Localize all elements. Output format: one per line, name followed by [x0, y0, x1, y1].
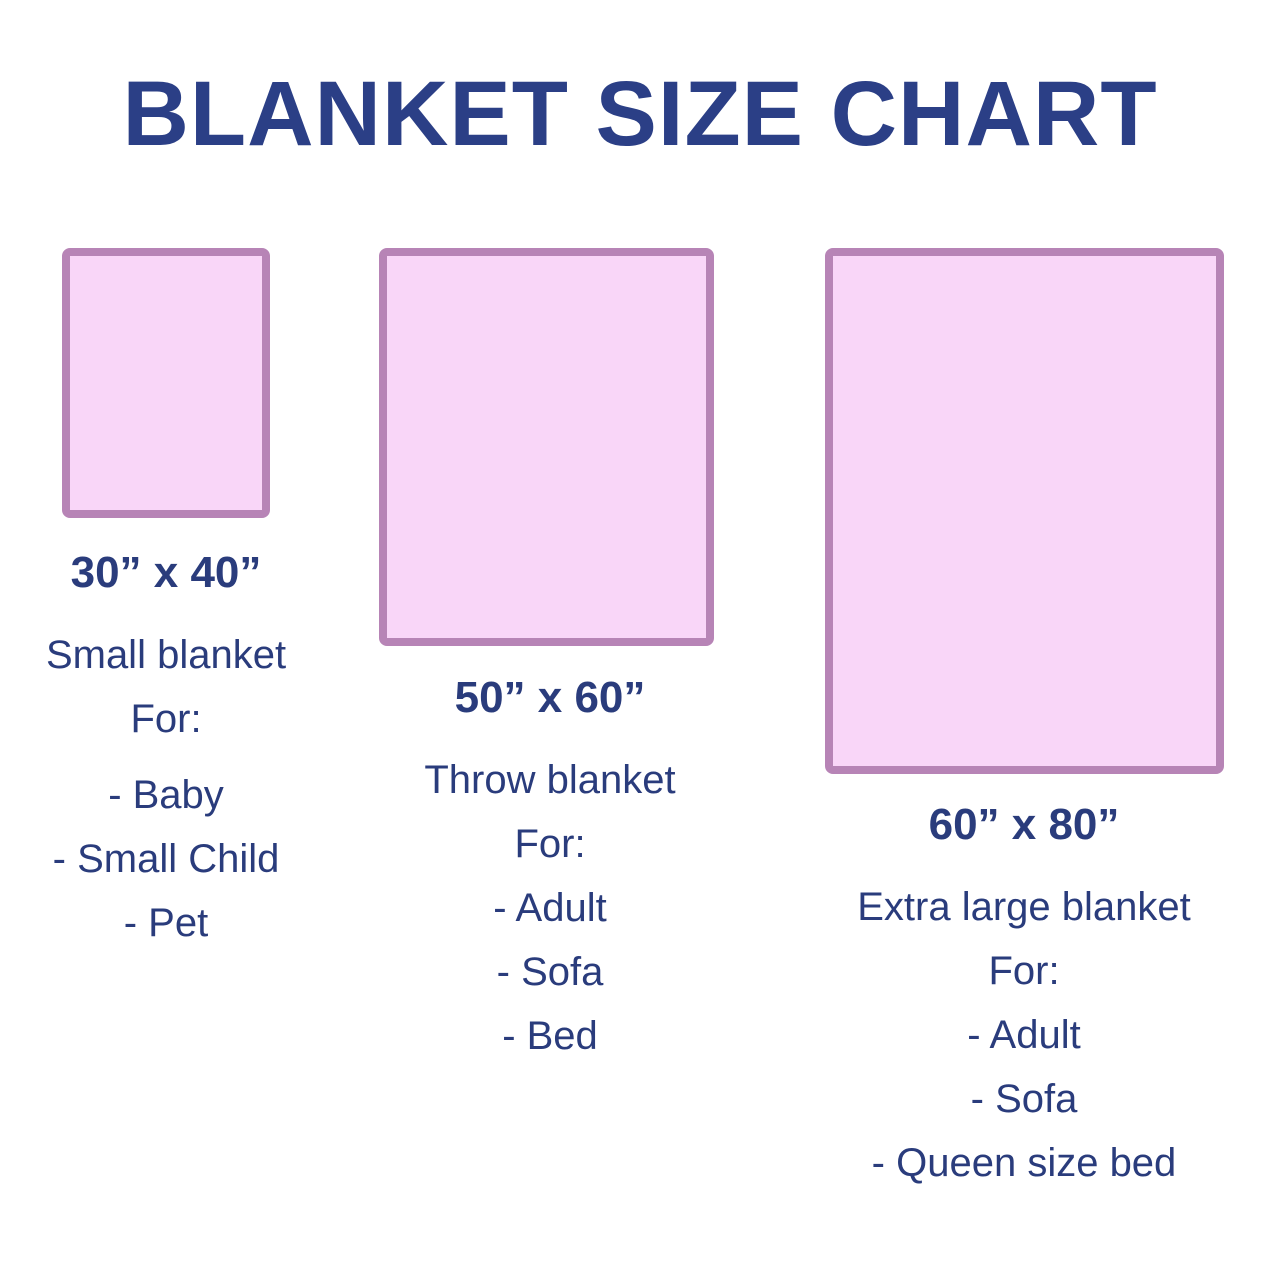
blanket-name: Extra large blanket — [857, 885, 1191, 929]
for-label: For: — [130, 697, 202, 741]
throw-blanket-info: 50” x 60” Throw blanket For: - Adult - S… — [340, 668, 760, 1068]
use-item: - Sofa — [970, 1077, 1078, 1121]
use-item: - Sofa — [496, 950, 604, 994]
small-blanket-shape — [62, 248, 270, 518]
extra-large-blanket-info: 60” x 80” Extra large blanket For: - Adu… — [814, 795, 1234, 1195]
throw-blanket-shape — [379, 248, 714, 646]
size-label: 50” x 60” — [454, 673, 646, 722]
use-item: - Baby — [108, 773, 224, 817]
small-blanket-info: 30” x 40” Small blanket For: - Baby - Sm… — [0, 543, 376, 955]
extra-large-blanket-shape — [825, 248, 1224, 774]
size-label: 60” x 80” — [928, 800, 1120, 849]
size-label: 30” x 40” — [70, 548, 262, 597]
blanket-name: Small blanket — [45, 633, 287, 677]
use-item: - Adult — [493, 886, 607, 930]
for-label: For: — [514, 822, 586, 866]
for-label: For: — [988, 949, 1060, 993]
use-item: - Bed — [502, 1014, 598, 1058]
use-item: - Queen size bed — [871, 1141, 1177, 1185]
use-item: - Adult — [967, 1013, 1081, 1057]
chart-title: BLANKET SIZE CHART — [122, 63, 1158, 165]
use-item: - Pet — [123, 901, 209, 945]
blanket-name: Throw blanket — [424, 758, 676, 802]
use-item: - Small Child — [52, 837, 280, 881]
